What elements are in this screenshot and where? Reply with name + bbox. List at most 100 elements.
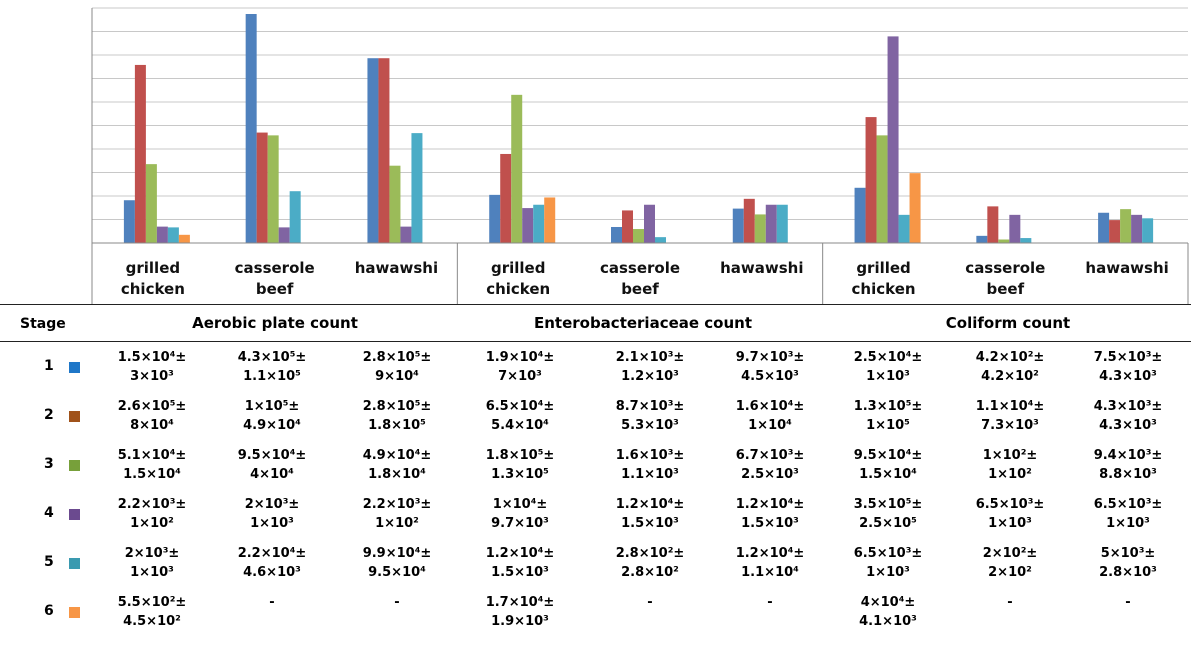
table-cell: 1×10⁴± 9.7×10³ <box>460 495 580 533</box>
stage-color-swatch <box>69 607 80 618</box>
bar-stage-1-cat-6 <box>732 208 744 243</box>
bar-stage-1-cat-8 <box>976 235 988 243</box>
table-cell: 1×10²± 1×10² <box>950 446 1070 484</box>
bar-stage-5-cat-1 <box>167 227 179 243</box>
table-cell: 2.8×10⁵± 9×10⁴ <box>337 348 457 386</box>
cell-mean: 2.8×10²± <box>615 546 685 561</box>
cell-error: 1.2×10³ <box>621 369 679 384</box>
table-cell: - <box>950 593 1070 612</box>
cell-error: 4.5×10³ <box>741 369 799 384</box>
cell-error: 1.5×10⁴ <box>859 467 917 482</box>
bar-stage-4-cat-8 <box>1009 214 1021 243</box>
table-cell: 1.3×10⁵± 1×10⁵ <box>828 397 948 435</box>
cell-mean: 2.2×10⁴± <box>237 546 307 561</box>
stage-color-swatch <box>69 460 80 471</box>
cell-mean: 9.9×10⁴± <box>362 546 432 561</box>
table-cell: 1.2×10⁴± 1.5×10³ <box>460 544 580 582</box>
cell-mean: 9.5×10⁴± <box>237 448 307 463</box>
category-label: hawawshi <box>720 259 803 277</box>
cell-mean: 1.7×10⁴± <box>485 595 555 610</box>
cell-error: 1×10² <box>130 516 174 531</box>
bar-stage-2-cat-8 <box>987 206 999 243</box>
bar-stage-1-cat-2 <box>245 14 257 243</box>
category-label: grilled chicken <box>486 259 550 298</box>
cell-error: 1×10² <box>375 516 419 531</box>
cell-error: 1×10³ <box>1106 516 1150 531</box>
stage-color-swatch <box>69 411 80 422</box>
bar-stage-2-cat-2 <box>256 132 268 243</box>
table-cell: 6.7×10³± 2.5×10³ <box>710 446 830 484</box>
cell-error: 1.1×10⁴ <box>741 565 799 580</box>
table-cell: 1×10⁵± 4.9×10⁴ <box>212 397 332 435</box>
cell-mean: 6.5×10³± <box>975 497 1045 512</box>
table-cell: 4×10⁴± 4.1×10³ <box>828 593 948 631</box>
cell-error: 1.8×10⁴ <box>368 467 426 482</box>
cell-error: 1.1×10³ <box>621 467 679 482</box>
cell-mean: 2.2×10³± <box>362 497 432 512</box>
bar-stage-2-cat-4 <box>500 153 512 243</box>
cell-mean: 2.1×10³± <box>615 350 685 365</box>
stage-number: 5 <box>44 554 54 570</box>
bar-stage-3-cat-4 <box>511 94 523 243</box>
cell-error: 2.5×10⁵ <box>859 516 917 531</box>
cell-mean: 6.5×10⁴± <box>485 399 555 414</box>
data-table: Stage Aerobic plate count Enterobacteria… <box>0 304 1191 646</box>
table-cell: 7.5×10³± 4.3×10³ <box>1068 348 1188 386</box>
table-cell: - <box>590 593 710 612</box>
cell-mean: 6.7×10³± <box>735 448 805 463</box>
table-cell: 5.5×10²± 4.5×10² <box>92 593 212 631</box>
cell-mean: 4×10⁴± <box>860 595 916 610</box>
bar-stage-3-cat-1 <box>145 164 157 243</box>
bar-stage-5-cat-7 <box>898 214 910 243</box>
cell-mean: 5.1×10⁴± <box>117 448 187 463</box>
table-cell: 6.5×10⁴± 5.4×10⁴ <box>460 397 580 435</box>
cell-mean: 9.7×10³± <box>735 350 805 365</box>
cell-mean: 9.4×10³± <box>1093 448 1163 463</box>
bar-stage-5-cat-2 <box>289 191 301 243</box>
header-enterobacteriaceae-count: Enterobacteriaceae count <box>533 314 753 332</box>
cell-mean: 1.8×10⁵± <box>485 448 555 463</box>
cell-error: 4.3×10³ <box>1099 418 1157 433</box>
cell-error: 4.6×10³ <box>243 565 301 580</box>
cell-mean: 1.2×10⁴± <box>735 497 805 512</box>
cell-mean: 1.6×10³± <box>615 448 685 463</box>
table-cell: 1.5×10⁴± 3×10³ <box>92 348 212 386</box>
bar-stage-2-cat-3 <box>378 58 390 244</box>
cell-error: 1×10³ <box>130 565 174 580</box>
table-cell: 4.3×10³± 4.3×10³ <box>1068 397 1188 435</box>
table-cell: 1.6×10³± 1.1×10³ <box>590 446 710 484</box>
cell-mean: 2.6×10⁵± <box>117 399 187 414</box>
table-cell: 2.8×10⁵± 1.8×10⁵ <box>337 397 457 435</box>
cell-error: 1×10⁴ <box>748 418 792 433</box>
cell-error: 1×10³ <box>866 369 910 384</box>
cell-error: 4.2×10² <box>981 369 1039 384</box>
bar-stage-3-cat-2 <box>267 135 279 243</box>
table-cell: 3.5×10⁵± 2.5×10⁵ <box>828 495 948 533</box>
table-cell: 1.2×10⁴± 1.5×10³ <box>590 495 710 533</box>
stage-header: Stage <box>20 316 66 332</box>
cell-error: 1×10² <box>988 467 1032 482</box>
cell-mean: 1×10⁴± <box>492 497 548 512</box>
category-label: casserole beef <box>965 259 1045 298</box>
table-cell: 2.2×10⁴± 4.6×10³ <box>212 544 332 582</box>
table-cell: 2×10³± 1×10³ <box>92 544 212 582</box>
cell-mean: 8.7×10³± <box>615 399 685 414</box>
cell-error: 1×10³ <box>866 565 910 580</box>
cell-mean: 2.5×10⁴± <box>853 350 923 365</box>
cell-error: 1.3×10⁵ <box>491 467 549 482</box>
bar-stage-1-cat-4 <box>489 194 501 243</box>
bar-stage-2-cat-7 <box>865 117 877 243</box>
bar-stage-1-cat-1 <box>123 200 135 243</box>
cell-mean: 1.5×10⁴± <box>117 350 187 365</box>
cell-error: 4.5×10² <box>123 614 181 629</box>
cell-error: 1.8×10⁵ <box>368 418 426 433</box>
cell-error: 2.8×10³ <box>1099 565 1157 580</box>
table-cell: 6.5×10³± 1×10³ <box>950 495 1070 533</box>
table-cell: 1.7×10⁴± 1.9×10³ <box>460 593 580 631</box>
cell-mean: 1.1×10⁴± <box>975 399 1045 414</box>
cell-mean: - <box>647 595 653 610</box>
bar-stage-4-cat-7 <box>887 36 899 243</box>
bar-stage-1-cat-3 <box>367 58 379 244</box>
table-cell: 1.6×10⁴± 1×10⁴ <box>710 397 830 435</box>
cell-mean: 2.8×10⁵± <box>362 399 432 414</box>
